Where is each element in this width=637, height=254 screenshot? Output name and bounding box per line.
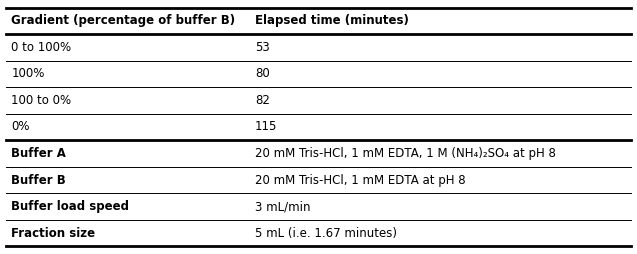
- Text: Buffer A: Buffer A: [11, 147, 66, 160]
- Text: Gradient (percentage of buffer B): Gradient (percentage of buffer B): [11, 14, 236, 27]
- Text: 82: 82: [255, 94, 269, 107]
- Text: 80: 80: [255, 68, 269, 81]
- Text: 20 mM Tris-HCl, 1 mM EDTA at pH 8: 20 mM Tris-HCl, 1 mM EDTA at pH 8: [255, 173, 466, 186]
- Text: 53: 53: [255, 41, 269, 54]
- Text: 115: 115: [255, 120, 277, 134]
- Text: 0%: 0%: [11, 120, 30, 134]
- Text: 5 mL (i.e. 1.67 minutes): 5 mL (i.e. 1.67 minutes): [255, 227, 397, 240]
- Text: Elapsed time (minutes): Elapsed time (minutes): [255, 14, 409, 27]
- Text: 100 to 0%: 100 to 0%: [11, 94, 71, 107]
- Text: Buffer load speed: Buffer load speed: [11, 200, 129, 213]
- Text: 0 to 100%: 0 to 100%: [11, 41, 71, 54]
- Text: Fraction size: Fraction size: [11, 227, 96, 240]
- Text: 20 mM Tris-HCl, 1 mM EDTA, 1 M (NH₄)₂SO₄ at pH 8: 20 mM Tris-HCl, 1 mM EDTA, 1 M (NH₄)₂SO₄…: [255, 147, 555, 160]
- Text: Buffer B: Buffer B: [11, 173, 66, 186]
- Text: 3 mL/min: 3 mL/min: [255, 200, 310, 213]
- Text: 100%: 100%: [11, 68, 45, 81]
